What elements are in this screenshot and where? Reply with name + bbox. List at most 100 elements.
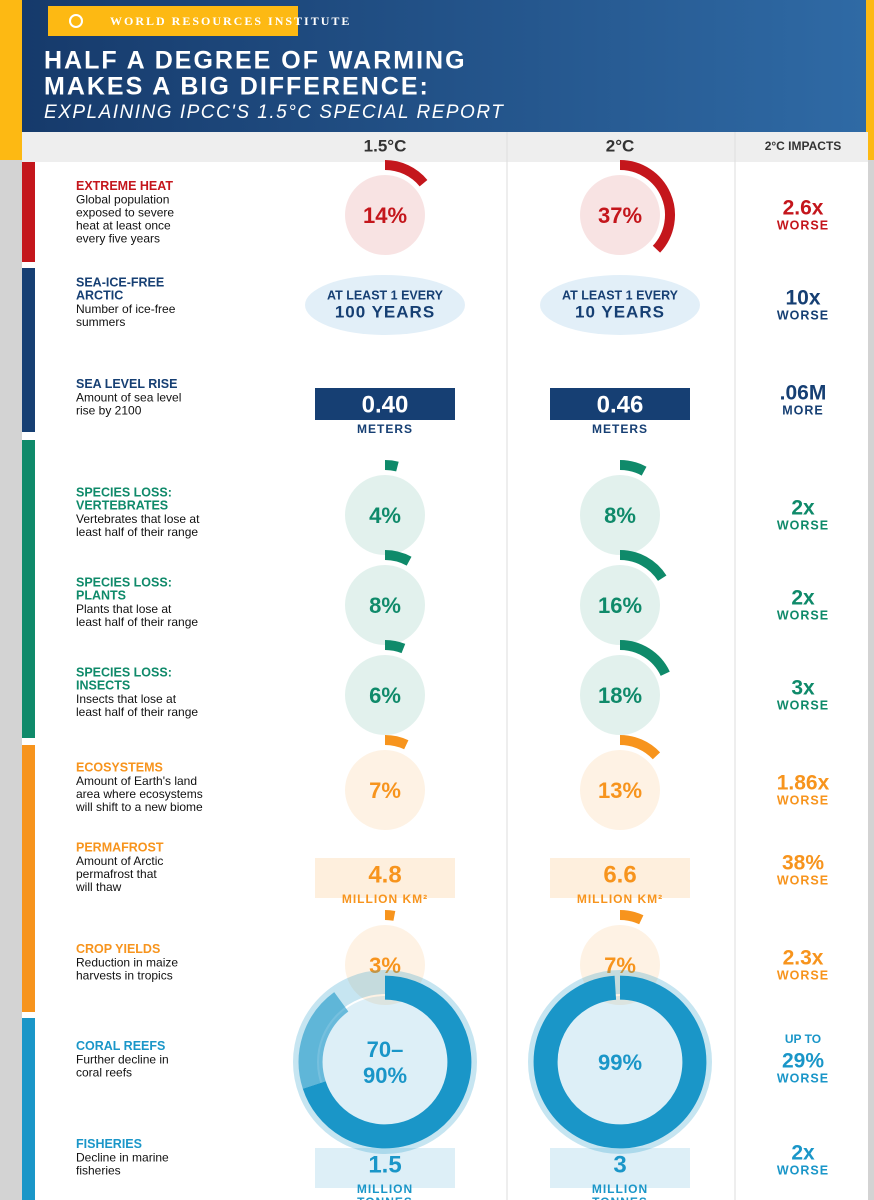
value: 37% [598,203,642,228]
gauge-disc [345,750,425,830]
row-title: EXTREME HEAT [76,179,173,193]
row-desc: will shift to a new biome [75,800,203,814]
value-unit: MILLION KM² [577,892,663,906]
gauge-arc [384,460,399,472]
value: 3 [613,1151,626,1178]
value: 0.40 [362,391,409,418]
row-title: ARCTIC [76,288,123,302]
value: 99% [598,1050,642,1075]
impact-main: 10x [785,287,820,310]
row-desc: Insects that lose at [76,692,177,706]
side-bar [866,0,874,160]
impact-main: .06M [780,382,827,405]
row-desc: rise by 2100 [76,404,142,418]
group-bar [22,1018,35,1200]
row-desc: heat at least once [76,219,171,233]
row-title: INSECTS [76,678,130,692]
gauge-disc [580,475,660,555]
value: 7% [604,953,636,978]
brand-box [48,6,298,36]
row-title: CROP YIELDS [76,942,160,956]
row-desc: Decline in marine [76,1151,169,1165]
gauge-disc [345,565,425,645]
gauge-arc [619,460,647,476]
gauge-disc [580,750,660,830]
impact-post: WORSE [777,308,829,322]
row-desc: Amount of sea level [76,391,181,405]
value: 14% [363,203,407,228]
value-cloud [540,275,700,335]
impact-post: WORSE [777,793,829,807]
value: 90% [363,1063,407,1088]
column-header: 2°C IMPACTS [765,139,842,153]
gauge-arc [298,992,349,1089]
value: 70– [367,1037,404,1062]
row-desc: least half of their range [76,705,198,719]
impact-main: 29% [782,1050,824,1073]
gauge-disc [580,655,660,735]
content: WORLD RESOURCES INSTITUTE HALF A DEGREE O… [22,14,841,1200]
gauge-disc [345,655,425,735]
brand: WORLD RESOURCES INSTITUTE [110,14,351,28]
row-desc: every five years [76,232,160,246]
row-desc: exposed to severe [76,206,174,220]
value-unit: TONNES [357,1195,413,1200]
row-desc: Global population [76,193,169,207]
row-desc: Amount of Earth's land [76,774,197,788]
gauge-arc [384,735,409,750]
value-unit: METERS [592,422,648,436]
impact-post: WORSE [777,1071,829,1085]
impact-post: WORSE [777,218,829,232]
group-bar [22,162,35,262]
impact-main: 2.6x [783,197,824,220]
value-unit: MILLION [592,1182,648,1196]
row-desc: summers [76,315,125,329]
row-desc: Amount of Arctic [76,854,163,868]
row-desc: fisheries [76,1164,121,1178]
gauge-arc [619,640,670,677]
impact-main: 1.86x [777,772,830,795]
value-unit: MILLION [357,1182,413,1196]
row-desc: least half of their range [76,615,198,629]
row-title: VERTEBRATES [76,498,168,512]
row-title: SEA-ICE-FREE [76,275,164,289]
impact-main: 3x [791,677,815,700]
value-box [550,388,690,420]
row-title: SPECIES LOSS: [76,575,172,589]
brand-icon [69,14,83,28]
value: 4% [369,503,401,528]
row-desc: Vertebrates that lose at [76,512,200,526]
value: 10 YEARS [575,302,665,321]
value-unit: MILLION KM² [342,892,428,906]
impact-main: 2x [791,1142,815,1165]
row-title: ECOSYSTEMS [76,760,163,774]
value-cloud [305,275,465,335]
gauge-arc [619,160,675,253]
value-top: AT LEAST 1 EVERY [327,288,444,302]
impact-main: 38% [782,852,824,875]
side-bar [0,0,22,160]
column-header: 1.5°C [364,136,407,155]
row-desc: Number of ice-free [76,302,176,316]
row-title: SEA LEVEL RISE [76,377,177,391]
impact-main: 2x [791,587,815,610]
row-desc: will thaw [75,880,122,894]
impact-post: WORSE [777,1163,829,1177]
value: 8% [604,503,636,528]
subtitle: EXPLAINING IPCC'S 1.5°C SPECIAL REPORT [44,102,504,123]
value: 100 YEARS [335,302,435,321]
row-title: SPECIES LOSS: [76,485,172,499]
title-line: MAKES A BIG DIFFERENCE: [44,73,430,101]
row-desc: least half of their range [76,525,198,539]
impact-pre: UP TO [785,1032,821,1046]
group-bar [22,745,35,1012]
gauge-arc [384,160,428,187]
value: 0.46 [597,391,644,418]
row-title: CORAL REEFS [76,1039,165,1053]
gauge-arc [619,550,667,582]
value: 6% [369,683,401,708]
gauge-disc [580,175,660,255]
value-unit: TONNES [592,1195,648,1200]
